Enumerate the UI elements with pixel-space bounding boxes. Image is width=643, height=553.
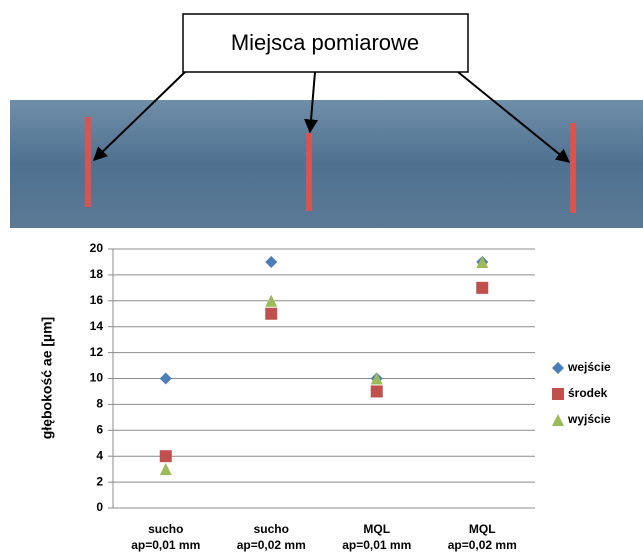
legend-marker <box>552 414 564 426</box>
x-tick-label: sucho <box>254 522 289 536</box>
legend-marker <box>552 362 564 374</box>
data-point <box>160 463 172 475</box>
data-point <box>265 308 277 320</box>
legend-label: wyjście <box>567 412 611 426</box>
x-tick-label: MQL <box>363 522 390 536</box>
y-tick-label: 18 <box>90 267 104 281</box>
data-point <box>371 385 383 397</box>
data-point <box>476 282 488 294</box>
y-tick-label: 10 <box>90 371 104 385</box>
data-point <box>160 450 172 462</box>
x-tick-sublabel: ap=0,01 mm <box>131 538 200 552</box>
y-tick-label: 20 <box>90 241 104 255</box>
x-tick-label: sucho <box>148 522 183 536</box>
measure-line <box>85 117 91 207</box>
x-tick-sublabel: ap=0,02 mm <box>237 538 306 552</box>
data-point <box>265 256 277 268</box>
legend-label: środek <box>568 386 608 400</box>
y-tick-label: 16 <box>90 293 104 307</box>
y-tick-label: 6 <box>96 422 103 436</box>
y-tick-label: 12 <box>90 345 104 359</box>
x-tick-label: MQL <box>469 522 496 536</box>
label-text: Miejsca pomiarowe <box>231 30 419 55</box>
measure-line <box>306 133 312 211</box>
measure-line <box>570 123 576 213</box>
y-tick-label: 14 <box>90 319 104 333</box>
y-axis-title: głębokość ae [µm] <box>39 317 55 439</box>
y-tick-label: 2 <box>96 474 103 488</box>
data-point <box>160 373 172 385</box>
photo-strip <box>10 100 643 228</box>
x-tick-sublabel: ap=0,02 mm <box>448 538 517 552</box>
x-tick-sublabel: ap=0,01 mm <box>342 538 411 552</box>
y-tick-label: 4 <box>96 448 103 462</box>
page: {"label": "Miejsca pomiarowe", "chart_da… <box>0 0 643 553</box>
legend-marker <box>552 388 564 400</box>
y-tick-label: 8 <box>96 397 103 411</box>
y-tick-label: 0 <box>96 500 103 514</box>
figure: Miejsca pomiarowe głębokość ae [µm] 0 2 4 6… <box>0 0 643 553</box>
legend-label: wejście <box>567 360 611 374</box>
